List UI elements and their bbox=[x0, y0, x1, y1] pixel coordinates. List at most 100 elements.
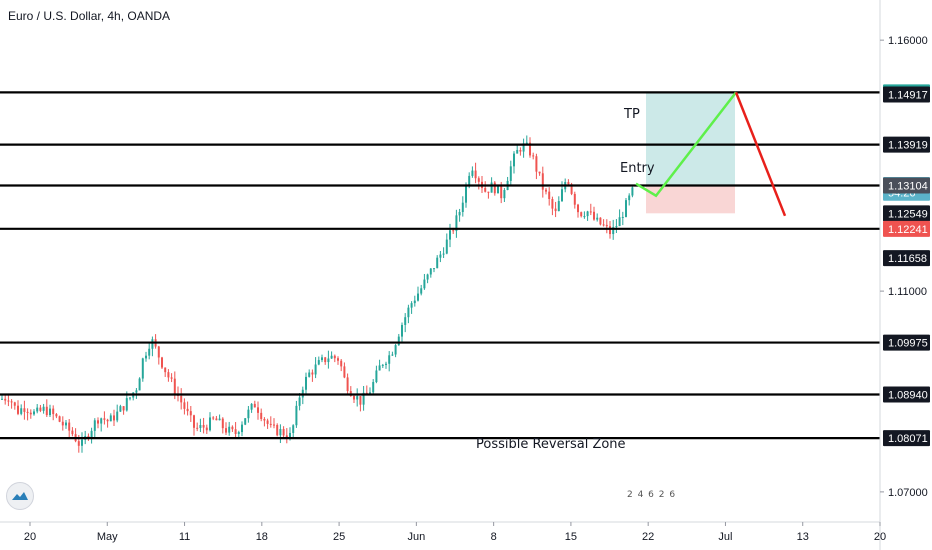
candle-body bbox=[378, 365, 381, 371]
candle-body bbox=[33, 411, 35, 415]
candle-body bbox=[250, 403, 253, 410]
candle-body bbox=[596, 217, 599, 220]
candle-body bbox=[7, 400, 10, 402]
price-tag-label: 1.11658 bbox=[888, 253, 927, 265]
candle-body bbox=[452, 230, 455, 232]
candle-body bbox=[541, 173, 544, 190]
candle-body bbox=[228, 426, 231, 433]
candle-body bbox=[423, 279, 426, 289]
candle-body bbox=[231, 426, 234, 430]
symbol-title: Euro / U.S. Dollar, 4h, OANDA bbox=[8, 9, 171, 23]
candle-body bbox=[589, 211, 592, 213]
candle-body bbox=[129, 397, 131, 399]
candle-body bbox=[429, 268, 432, 275]
candle-body bbox=[327, 358, 330, 363]
candle-body bbox=[346, 377, 349, 392]
candle-body bbox=[413, 300, 416, 304]
candle-body bbox=[471, 170, 474, 176]
candle-body bbox=[292, 425, 295, 433]
candle-body bbox=[433, 268, 435, 270]
candle-body bbox=[10, 401, 13, 403]
candle-body bbox=[305, 376, 307, 390]
candle-body bbox=[385, 363, 387, 365]
x-tick-label: 13 bbox=[797, 531, 809, 543]
economic-events-icons[interactable]: 2 4 6 2 6 bbox=[627, 490, 676, 500]
projected-rally-path[interactable] bbox=[635, 91, 737, 198]
projected-drop-path[interactable] bbox=[734, 91, 787, 217]
candle-body bbox=[353, 396, 355, 400]
candle-body bbox=[426, 274, 429, 280]
candle-body bbox=[285, 435, 288, 439]
candle-body bbox=[580, 212, 583, 217]
candle-body bbox=[52, 408, 55, 415]
candle-body bbox=[218, 418, 221, 421]
price-tag-label: 1.13104 bbox=[888, 181, 928, 193]
candle-body bbox=[554, 208, 557, 212]
candle-body bbox=[13, 402, 16, 406]
candle-body bbox=[397, 336, 400, 346]
candle-body bbox=[141, 358, 144, 379]
tp-label: TP bbox=[623, 107, 640, 122]
candle-body bbox=[461, 202, 464, 213]
candle-body bbox=[29, 412, 32, 415]
candle-body bbox=[458, 212, 461, 216]
price-tag-label: 1.08071 bbox=[888, 433, 928, 445]
candle-body bbox=[497, 186, 499, 194]
candle-body bbox=[567, 182, 570, 185]
candle-body bbox=[90, 430, 93, 439]
candle-body bbox=[609, 226, 611, 235]
candle-body bbox=[186, 408, 189, 412]
candle-body bbox=[196, 427, 199, 429]
candle-body bbox=[209, 417, 211, 431]
candle-body bbox=[343, 366, 346, 378]
candle-body bbox=[449, 230, 451, 240]
candle-body bbox=[545, 189, 547, 192]
candle-body bbox=[282, 429, 285, 436]
candle-body bbox=[26, 411, 29, 413]
candle-body bbox=[561, 189, 563, 202]
annotations: TP Entry Possible Reversal Zone bbox=[476, 107, 655, 452]
candle-body bbox=[445, 239, 448, 254]
horizontal-levels[interactable] bbox=[0, 91, 880, 440]
candle-body bbox=[417, 293, 419, 301]
candle-body bbox=[500, 186, 503, 199]
price-tags: 1.149601.149171.139191.1311554:261.13104… bbox=[883, 84, 930, 447]
price-tag-label: 1.08940 bbox=[888, 390, 928, 402]
candle-body bbox=[314, 364, 317, 375]
candle-body bbox=[356, 396, 359, 400]
candle-body bbox=[404, 317, 407, 325]
candle-body bbox=[116, 411, 119, 421]
projected-path[interactable] bbox=[635, 91, 787, 217]
candle-body bbox=[4, 398, 7, 401]
candle-body bbox=[151, 339, 154, 349]
entry-label: Entry bbox=[620, 161, 655, 176]
candle-body bbox=[586, 211, 589, 217]
candle-body bbox=[599, 217, 602, 225]
candle-body bbox=[100, 418, 103, 424]
candle-body bbox=[93, 420, 96, 431]
x-tick-label: May bbox=[97, 531, 118, 543]
x-tick-label: 22 bbox=[642, 531, 654, 543]
candle-body bbox=[55, 414, 58, 417]
candle-body bbox=[321, 357, 323, 361]
candle-body bbox=[81, 439, 83, 446]
candle-body bbox=[61, 421, 64, 426]
price-tag-box bbox=[883, 86, 930, 103]
candle-body bbox=[215, 418, 218, 421]
candle-body bbox=[333, 355, 336, 359]
candle-body bbox=[516, 150, 519, 154]
candle-body bbox=[375, 370, 378, 383]
candle-body bbox=[103, 418, 106, 420]
price-tag-box bbox=[883, 386, 930, 403]
tradingview-logo-icon[interactable] bbox=[6, 482, 34, 510]
candle-body bbox=[225, 428, 227, 433]
candle-body bbox=[330, 355, 333, 359]
candle-body bbox=[519, 150, 522, 152]
candle-body bbox=[20, 408, 23, 414]
candle-body bbox=[605, 224, 608, 227]
candle-body bbox=[324, 357, 327, 363]
candle-body bbox=[97, 420, 99, 424]
